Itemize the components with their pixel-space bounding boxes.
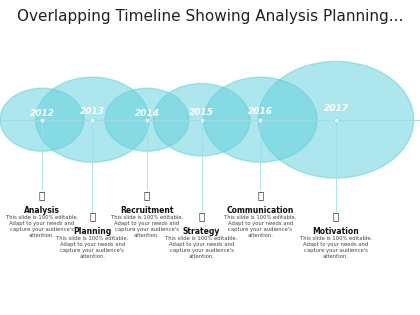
Text: This slide is 100% editable.
Adapt to your needs and
capture your audience's
att: This slide is 100% editable. Adapt to yo…	[6, 215, 78, 238]
Text: 2015: 2015	[189, 108, 214, 117]
Text: ⬛: ⬛	[89, 211, 95, 221]
Text: This slide is 100% editable.
Adapt to your needs and
capture your audience's
att: This slide is 100% editable. Adapt to yo…	[165, 236, 238, 259]
Circle shape	[0, 88, 84, 151]
Text: Planning: Planning	[73, 227, 112, 236]
Text: Overlapping Timeline Showing Analysis Planning...: Overlapping Timeline Showing Analysis Pl…	[17, 9, 403, 25]
Circle shape	[153, 83, 250, 156]
Text: Strategy: Strategy	[183, 227, 220, 236]
Text: Analysis: Analysis	[24, 206, 60, 215]
Text: 2013: 2013	[80, 107, 105, 116]
Text: ⬛: ⬛	[257, 190, 263, 200]
Circle shape	[204, 77, 317, 162]
Circle shape	[258, 61, 414, 178]
Text: This slide is 100% editable.
Adapt to your needs and
capture your audience's
att: This slide is 100% editable. Adapt to yo…	[224, 215, 297, 238]
Text: Motivation: Motivation	[312, 227, 360, 236]
Text: ⬛: ⬛	[199, 211, 205, 221]
Text: 2012: 2012	[29, 109, 55, 118]
Text: 2014: 2014	[134, 109, 160, 118]
Text: This slide is 100% editable.
Adapt to your needs and
capture your audience's
att: This slide is 100% editable. Adapt to yo…	[111, 215, 183, 238]
Text: Communication: Communication	[227, 206, 294, 215]
Text: This slide is 100% editable.
Adapt to your needs and
capture your audience's
att: This slide is 100% editable. Adapt to yo…	[56, 236, 129, 259]
Text: ⬛: ⬛	[333, 211, 339, 221]
Circle shape	[36, 77, 149, 162]
Text: This slide is 100% editable.
Adapt to your needs and
capture your audience's
att: This slide is 100% editable. Adapt to yo…	[300, 236, 372, 259]
Circle shape	[105, 88, 189, 151]
Text: ⬛: ⬛	[39, 190, 45, 200]
Text: 2016: 2016	[248, 107, 273, 116]
Text: 2017: 2017	[323, 104, 349, 112]
Text: ⬛: ⬛	[144, 190, 150, 200]
Text: Recruitment: Recruitment	[120, 206, 174, 215]
